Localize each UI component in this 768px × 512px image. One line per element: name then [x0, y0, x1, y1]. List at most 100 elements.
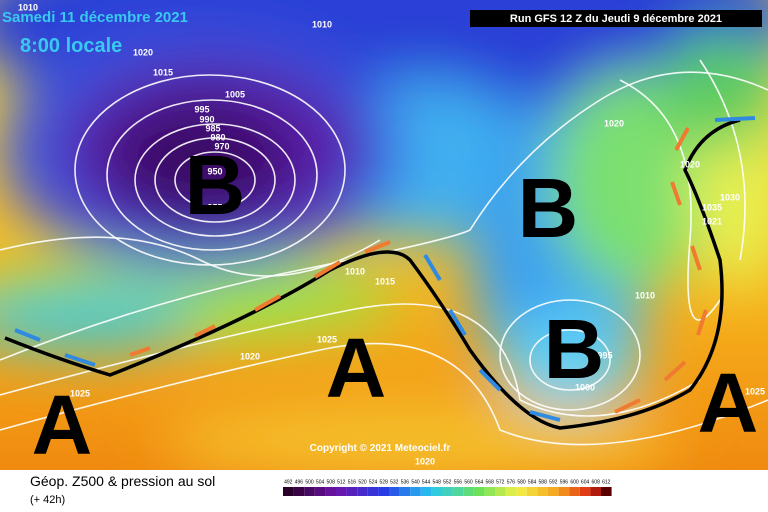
scale-label: 576: [507, 479, 516, 485]
scale-swatch: [293, 487, 305, 496]
isobar-label: 990: [199, 114, 214, 124]
isobar-label: 1010: [635, 290, 655, 300]
pressure-center: B: [518, 161, 579, 255]
scale-label: 548: [433, 479, 442, 485]
scale-swatch: [579, 487, 591, 496]
scale-label: 560: [464, 479, 473, 485]
scale-label: 520: [358, 479, 367, 485]
isobar-label: 1020: [133, 47, 153, 57]
scale-swatch: [378, 487, 389, 496]
scale-label: 596: [560, 479, 569, 485]
pressure-center: B: [185, 138, 246, 232]
scale-swatch: [325, 487, 336, 496]
isobars: [0, 59, 768, 446]
scale-swatch: [537, 487, 548, 496]
scale-label: 536: [401, 479, 410, 485]
scale-label: 532: [390, 479, 399, 485]
isobar-label: 1020: [240, 351, 260, 361]
run-banner: [470, 10, 762, 27]
scale-label: 572: [496, 479, 505, 485]
isobar-label: 1020: [415, 456, 435, 466]
scale-swatch: [314, 487, 326, 496]
scale-swatch: [495, 487, 506, 496]
scale-swatch: [389, 487, 400, 496]
scale-swatch: [346, 487, 358, 496]
scale-label: 524: [369, 479, 378, 485]
run-info: Run GFS 12 Z du Jeudi 9 décembre 2021: [510, 13, 722, 25]
isobar-label: 1021: [702, 216, 722, 226]
scale-label: 612: [602, 479, 611, 485]
flow-arrows-cold: [14, 116, 756, 422]
scale-label: 568: [486, 479, 495, 485]
scale-swatch: [601, 487, 612, 496]
scale-label: 512: [337, 479, 346, 485]
isobar-label: 985: [205, 123, 220, 133]
footer-lead: (+ 42h): [30, 494, 65, 506]
scale-swatch: [336, 487, 347, 496]
scale-label: 504: [316, 479, 325, 485]
isobar-label: 980: [210, 132, 225, 142]
scale-label: 528: [380, 479, 389, 485]
isobar-label: 1025: [745, 386, 765, 396]
pressure-center: A: [32, 378, 93, 472]
scale-label: 540: [411, 479, 420, 485]
scale-label: 592: [549, 479, 558, 485]
scale-label: 580: [517, 479, 526, 485]
forecast-date: Samedi 11 décembre 2021: [2, 9, 188, 26]
pressure-center: A: [326, 321, 387, 415]
scale-label: 544: [422, 479, 431, 485]
isobar-label: 1015: [375, 276, 395, 286]
isobar-label: 1010: [345, 266, 365, 276]
scale-swatch: [431, 487, 442, 496]
scale-swatch: [473, 487, 485, 496]
scale-label: 556: [454, 479, 463, 485]
isobar-label: 1005: [225, 89, 245, 99]
scale-label: 496: [295, 479, 304, 485]
isobar-label: 1020: [604, 118, 624, 128]
scale-label: 564: [475, 479, 484, 485]
isobar-label: 1035: [702, 202, 722, 212]
isobar-label: 1020: [680, 159, 700, 169]
pressure-center: B: [544, 302, 605, 396]
scale-swatch: [516, 487, 527, 496]
isobar-label: 970: [214, 141, 229, 151]
scale-label: 508: [327, 479, 336, 485]
isobar-label: 950: [207, 166, 222, 176]
scale-swatch: [283, 487, 294, 496]
isobar-label: 1030: [720, 192, 740, 202]
scale-label: 608: [592, 479, 601, 485]
scale-swatch: [399, 487, 411, 496]
scale-swatch: [548, 487, 559, 496]
scale-swatch: [442, 487, 453, 496]
scale-swatch: [526, 487, 538, 496]
scale-swatch: [569, 487, 580, 496]
footer-title: Géop. Z500 & pression au sol: [30, 473, 215, 489]
isobar-label: 1010: [312, 19, 332, 29]
isobar-label: 1025: [70, 388, 90, 398]
pressure-center: A: [698, 356, 759, 450]
scale-label: 500: [305, 479, 314, 485]
isobar-label: 1000: [575, 382, 595, 392]
scale-label: 600: [570, 479, 579, 485]
scale-swatch: [558, 487, 570, 496]
scale-swatch: [452, 487, 464, 496]
scale-label: 588: [539, 479, 548, 485]
scale-label: 552: [443, 479, 452, 485]
scale-swatch: [357, 487, 368, 496]
isobar-label: 1025: [317, 334, 337, 344]
isobar-label: 995: [194, 104, 209, 114]
scale-label: 604: [581, 479, 590, 485]
flow-arrows: [129, 127, 708, 414]
scale-swatch: [484, 487, 495, 496]
scale-label: 516: [348, 479, 357, 485]
scale-swatch: [304, 487, 315, 496]
isobar-label: 1010: [18, 2, 38, 12]
scale-swatch: [505, 487, 517, 496]
scale-swatch: [590, 487, 601, 496]
isobar-label: 955: [207, 202, 222, 212]
forecast-time: 8:00 locale: [20, 35, 122, 57]
copyright: Copyright © 2021 Meteociel.fr: [310, 443, 451, 454]
trough-axis: [4, 118, 741, 430]
scale-swatch: [463, 487, 474, 496]
